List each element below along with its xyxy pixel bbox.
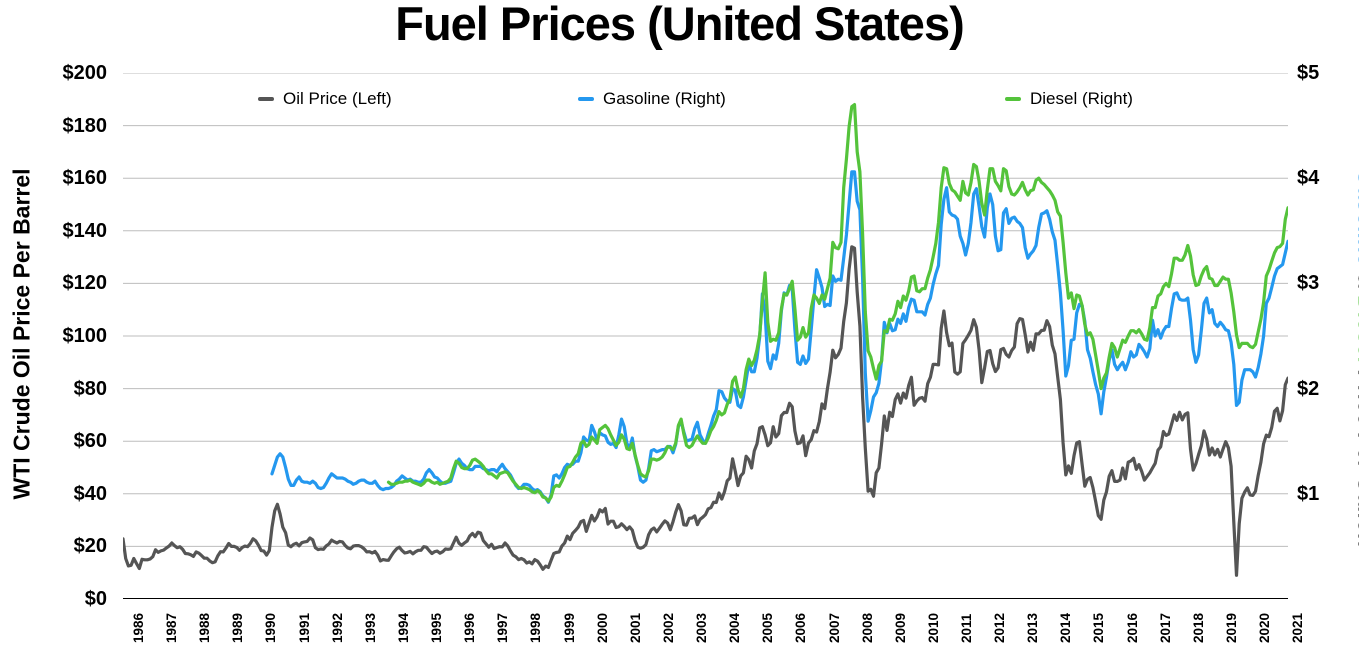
- x-tick-label: 2005: [760, 612, 776, 643]
- legend-dash-icon: [578, 97, 594, 101]
- x-tick-label: 2001: [627, 612, 643, 643]
- left-tick-label: $40: [73, 482, 107, 505]
- legend-label: Oil Price (Left): [283, 89, 392, 108]
- chart-title: Fuel Prices (United States): [395, 0, 965, 50]
- x-tick-label: 1995: [429, 612, 445, 643]
- right-tick-label: $5: [1297, 62, 1320, 84]
- diesel-line: [386, 103, 1288, 503]
- x-tick-label: 1993: [362, 612, 378, 643]
- x-tick-label: 2002: [660, 612, 676, 643]
- chart-canvas: [123, 73, 1288, 599]
- x-tick-label: 1989: [230, 612, 246, 643]
- right-tick-label: $4: [1297, 167, 1320, 190]
- x-tick-label: 2004: [727, 612, 743, 643]
- x-tick-label: 2018: [1190, 612, 1206, 643]
- legend-item-oil: Oil Price (Left): [258, 89, 392, 109]
- x-tick-label: 1994: [395, 612, 411, 643]
- x-tick-label: 2013: [1025, 612, 1041, 643]
- x-tick-label: 2021: [1290, 612, 1306, 643]
- x-tick-label: 2014: [1058, 612, 1074, 643]
- x-tick-label: 2019: [1223, 612, 1239, 643]
- x-tick-label: 2012: [992, 612, 1008, 643]
- x-tick-label: 1992: [329, 612, 345, 643]
- right-tick-label: $1: [1297, 482, 1320, 505]
- x-tick-label: 1997: [495, 612, 511, 643]
- x-tick-label: 2006: [793, 612, 809, 643]
- x-tick-label: 2009: [892, 612, 908, 643]
- left-tick-label: $200: [62, 62, 108, 84]
- left-tick-label: $120: [62, 272, 108, 295]
- left-tick-label: $20: [73, 535, 107, 558]
- left-tick-label: $140: [62, 219, 108, 242]
- right-tick-label: $2: [1297, 377, 1320, 400]
- x-tick-label: 1988: [197, 612, 213, 643]
- legend-dash-icon: [1005, 97, 1021, 101]
- x-tick-label: 1996: [462, 612, 478, 643]
- legend-label: Gasoline (Right): [603, 89, 726, 108]
- legend-item-diesel: Diesel (Right): [1005, 89, 1133, 109]
- plot-area: [123, 73, 1288, 599]
- x-tick-label: 1998: [528, 612, 544, 643]
- gasoline-line: [270, 170, 1288, 504]
- x-tick-label: 2008: [859, 612, 875, 643]
- x-tick-label: 1999: [561, 612, 577, 643]
- x-tick-label: 2011: [958, 613, 974, 643]
- x-tick-label: 2000: [594, 612, 610, 643]
- x-tick-label: 2007: [826, 612, 842, 643]
- x-tick-label: 2020: [1257, 612, 1273, 643]
- x-tick-label: 2015: [1091, 612, 1107, 643]
- legend-dash-icon: [258, 97, 274, 101]
- x-tick-label: 1986: [131, 612, 146, 643]
- left-tick-label: $160: [62, 167, 108, 190]
- x-tick-label: 2003: [694, 612, 710, 643]
- right-tick-label: $3: [1297, 272, 1320, 295]
- left-axis-label: WTI Crude Oil Price Per Barrel: [8, 168, 35, 500]
- left-tick-label: $60: [73, 430, 107, 453]
- oil-line: [123, 245, 1288, 577]
- legend-label: Diesel (Right): [1030, 89, 1133, 108]
- x-tick-label: 2016: [1124, 612, 1140, 643]
- left-tick-label: $100: [62, 325, 108, 347]
- left-tick-label: $80: [73, 377, 107, 400]
- right-axis-label-part: Diesel: [1353, 295, 1359, 363]
- x-tick-label: 2010: [925, 612, 941, 643]
- x-tick-label: 1990: [263, 612, 279, 643]
- x-tick-label: 1991: [296, 612, 312, 643]
- x-tick-label: 2017: [1157, 612, 1173, 643]
- x-tick-label: 1987: [164, 612, 180, 643]
- left-tick-label: $0: [84, 588, 107, 610]
- left-tick-label: $180: [62, 114, 108, 137]
- right-axis-label: Gasoline & Diesel Price Per Gallon: [1353, 169, 1359, 547]
- legend-item-gasoline: Gasoline (Right): [578, 89, 726, 109]
